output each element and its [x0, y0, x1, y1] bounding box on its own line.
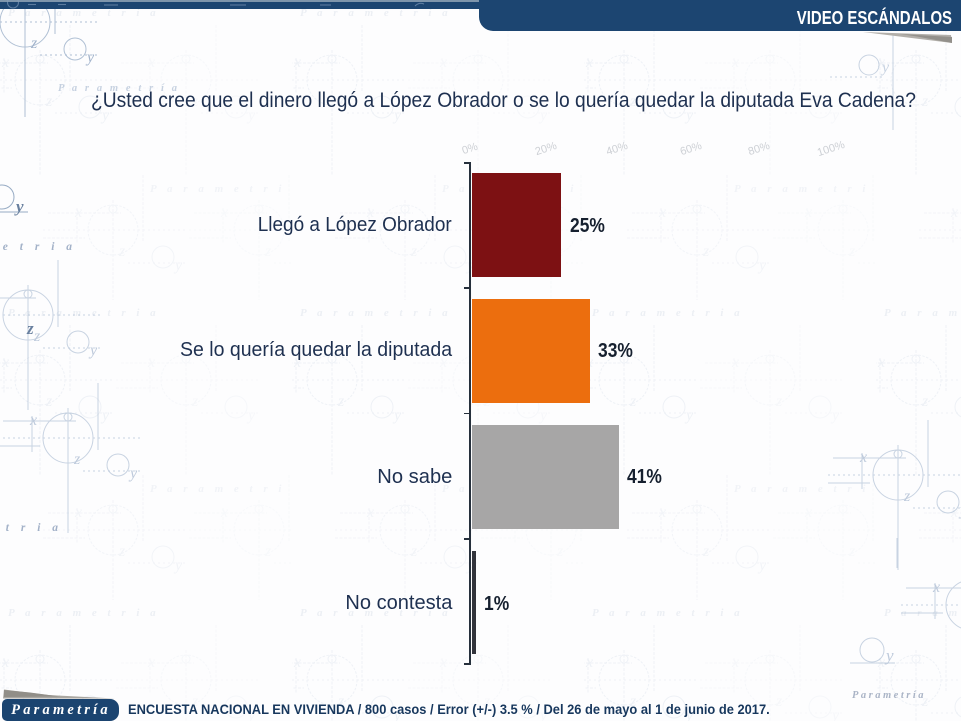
svg-text:z: z — [26, 319, 34, 338]
svg-text:y: y — [884, 646, 894, 665]
svg-text:r a m e t r i a: r a m e t r i a — [0, 241, 77, 253]
svg-text:r a m e t r i a: r a m e t r i a — [0, 522, 63, 534]
svg-text:y: y — [14, 197, 24, 216]
svg-text:P a r a m e t r í a: P a r a m e t r í a — [58, 83, 180, 94]
svg-text:y: y — [880, 59, 890, 76]
